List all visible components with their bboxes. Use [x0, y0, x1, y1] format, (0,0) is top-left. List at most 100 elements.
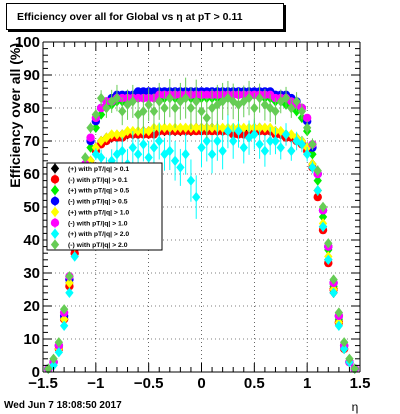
data-point: [155, 135, 164, 147]
data-point: [181, 122, 190, 133]
data-point: [81, 152, 90, 163]
data-point: [318, 211, 328, 223]
data-point: [165, 122, 174, 133]
legend-label: (-) with pT/|q| > 0.5: [68, 199, 128, 206]
data-point: [96, 92, 106, 104]
data-point: [287, 145, 296, 157]
data-point: [160, 102, 169, 114]
data-point: [255, 122, 264, 133]
legend-marker: [50, 228, 60, 239]
data-point: [207, 122, 217, 133]
data-point: [313, 165, 322, 176]
data-point: [49, 360, 58, 371]
data-point: [271, 135, 280, 147]
data-point: [65, 287, 74, 298]
chart-title-box: Efficiency over all for Global vs η at p…: [6, 3, 284, 30]
data-point: [244, 92, 254, 104]
data-point: [308, 149, 317, 160]
data-point: [303, 122, 312, 133]
legend-entry-4: (-) with pT/|q| > 0.5: [50, 196, 128, 207]
data-point: [339, 337, 349, 348]
data-point: [65, 277, 74, 289]
data-point: [65, 271, 74, 282]
data-point: [223, 125, 233, 137]
data-point: [218, 145, 227, 157]
legend-marker: [50, 206, 60, 218]
data-point: [308, 139, 317, 150]
data-point: [239, 142, 248, 153]
data-point: [302, 113, 312, 123]
y-tick-label: 0: [32, 364, 40, 381]
data-point: [144, 152, 153, 163]
data-point: [250, 102, 259, 114]
data-point: [324, 254, 333, 265]
y-tick-label: 20: [23, 298, 40, 315]
legend-marker: [50, 175, 60, 184]
y-tick-label: 70: [23, 133, 40, 150]
data-point: [133, 149, 143, 160]
data-point: [59, 320, 69, 331]
legend-marker: [50, 184, 60, 196]
data-point: [324, 238, 333, 249]
data-point: [91, 122, 100, 133]
data-point: [144, 99, 153, 110]
data-point: [234, 125, 243, 137]
data-point: [339, 343, 349, 355]
chart-title: Efficiency over all for Global vs η at p…: [17, 11, 243, 23]
data-point: [176, 96, 185, 107]
data-point: [250, 129, 259, 140]
data-point: [260, 145, 270, 157]
data-point: [218, 96, 227, 107]
x-tick-label: −1: [87, 375, 104, 392]
y-tick-label: 50: [23, 199, 40, 216]
data-point: [149, 142, 159, 153]
data-point: [297, 139, 307, 150]
data-point: [255, 92, 264, 104]
legend-label: (+) with pT/|q| > 1.0: [68, 209, 129, 216]
legend-entry-2: (-) with pT/|q| > 0.1: [50, 174, 128, 185]
data-point: [181, 92, 190, 104]
data-point: [318, 221, 328, 232]
data-point: [176, 162, 185, 173]
data-point: [59, 304, 69, 315]
y-tick-label: 90: [23, 67, 40, 84]
y-axis-label: Efficiency over all (%): [7, 43, 23, 188]
data-point: [186, 175, 196, 186]
data-point: [318, 201, 328, 213]
data-point: [49, 353, 58, 364]
data-point: [107, 129, 116, 140]
x-tick-label: 0: [197, 375, 205, 392]
data-point: [281, 92, 291, 104]
legend: (+) with pT/|q| > 0.1 (-) with pT/|q| > 0…: [46, 162, 163, 251]
data-point: [292, 96, 301, 107]
data-point: [54, 337, 64, 348]
data-point: [350, 363, 359, 374]
data-point: [313, 175, 322, 186]
data-point: [271, 106, 280, 117]
x-tick-label: −1.5: [28, 375, 58, 392]
data-point: [202, 112, 211, 124]
data-point: [123, 125, 132, 137]
x-tick-label: 0.5: [244, 375, 265, 392]
data-point: [91, 142, 100, 153]
data-point: [44, 363, 53, 374]
data-point: [266, 135, 275, 147]
data-point: [118, 145, 127, 157]
data-point: [59, 314, 69, 325]
data-point: [118, 106, 127, 117]
data-point: [276, 96, 285, 107]
data-point: [165, 145, 174, 157]
data-point: [96, 109, 106, 120]
data-point: [297, 106, 307, 117]
data-point: [181, 149, 190, 160]
data-point: [255, 139, 264, 150]
legend-label: (+) with pT/|q| > 2.0: [68, 231, 129, 238]
legend-entry-6: (-) with pT/|q| > 1.0: [50, 217, 128, 228]
data-point: [128, 142, 137, 153]
data-point: [260, 122, 270, 133]
data-point: [197, 142, 206, 153]
data-point: [102, 102, 111, 114]
axes: −1.5 −1 −0.5 0 0.5 1 1.5 0 10 20 30 40 50 60 70 80 90 100…: [7, 34, 370, 414]
legend-box: [46, 162, 163, 251]
data-point: [192, 96, 201, 107]
